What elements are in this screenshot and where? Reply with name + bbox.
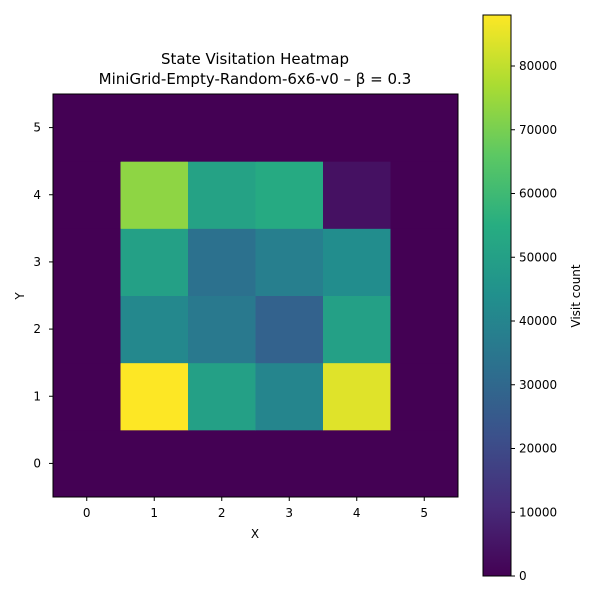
heatmap-cell (53, 429, 121, 498)
colorbar-tick-label: 80000 (519, 59, 557, 73)
colorbar-tick-label: 70000 (519, 123, 557, 137)
heatmap-cell (390, 161, 459, 229)
heatmap-cell (323, 429, 391, 498)
heatmap-cell (53, 94, 121, 162)
heatmap-cell (188, 94, 256, 162)
heatmap-cell (323, 362, 391, 431)
heatmap-cell (255, 161, 324, 229)
x-tick-label: 3 (285, 506, 293, 520)
heatmap-cell (323, 295, 391, 364)
y-axis: 0 1 2 3 4 5 (33, 121, 53, 470)
colorbar-tick-label: 0 (519, 569, 527, 583)
y-tick-label: 0 (33, 456, 41, 470)
heatmap-cell (255, 429, 324, 498)
colorbar-tick-label: 10000 (519, 505, 557, 519)
y-tick-label: 5 (33, 121, 41, 135)
y-tick-label: 4 (33, 188, 41, 202)
heatmap-cell (390, 228, 459, 296)
colorbar (482, 14, 512, 577)
heatmap-cell (255, 228, 324, 296)
heatmap-cell (390, 429, 459, 498)
heatmap-cell (323, 161, 391, 229)
heatmap-cell (120, 295, 189, 364)
heatmap-cell (255, 94, 324, 162)
y-tick-label: 3 (33, 255, 41, 269)
heatmap-cell (53, 362, 121, 431)
heatmap-cell (390, 94, 459, 162)
y-tick-label: 1 (33, 389, 41, 403)
heatmap-cell (390, 362, 459, 431)
heatmap-cell (53, 228, 121, 296)
colorbar-axis: 0 10000 20000 30000 40000 50000 60000 70000 8000… (511, 59, 557, 583)
x-axis: 0 1 2 3 4 5 (83, 497, 428, 520)
heatmap-cell (188, 295, 256, 364)
heatmap-cell (188, 228, 256, 296)
heatmap-cell (53, 295, 121, 364)
y-axis-label: Y (13, 292, 27, 301)
heatmap-cell (255, 295, 324, 364)
colorbar-tick-label: 50000 (519, 250, 557, 264)
heatmap-cell (323, 94, 391, 162)
colorbar-tick-label: 20000 (519, 442, 557, 456)
x-tick-label: 0 (83, 506, 91, 520)
x-tick-label: 4 (353, 506, 361, 520)
heatmap-cell (188, 161, 256, 229)
x-axis-label: X (251, 527, 259, 541)
chart-title: State Visitation Heatmap (161, 50, 349, 68)
x-tick-label: 2 (218, 506, 226, 520)
plot-frame (52, 93, 459, 498)
heatmap-cell (120, 362, 189, 431)
colorbar-tick-label: 60000 (519, 187, 557, 201)
heatmap-cell (120, 228, 189, 296)
heatmap-cell (53, 161, 121, 229)
heatmap-cell (390, 295, 459, 364)
heatmap-cell (120, 429, 189, 498)
colorbar-label: Visit count (569, 264, 583, 328)
colorbar-tick-label: 30000 (519, 378, 557, 392)
heatmap-cells (53, 94, 459, 498)
heatmap-cell (255, 362, 324, 431)
chart-subtitle: MiniGrid-Empty-Random-6x6-v0 – β = 0.3 (99, 70, 412, 88)
x-tick-label: 1 (150, 506, 158, 520)
heatmap-cell (323, 228, 391, 296)
y-tick-label: 2 (33, 322, 41, 336)
x-tick-label: 5 (420, 506, 428, 520)
heatmap-cell (120, 161, 189, 229)
heatmap-cell (188, 362, 256, 431)
colorbar-tick-label: 40000 (519, 314, 557, 328)
heatmap-cell (188, 429, 256, 498)
heatmap-cell (120, 94, 189, 162)
